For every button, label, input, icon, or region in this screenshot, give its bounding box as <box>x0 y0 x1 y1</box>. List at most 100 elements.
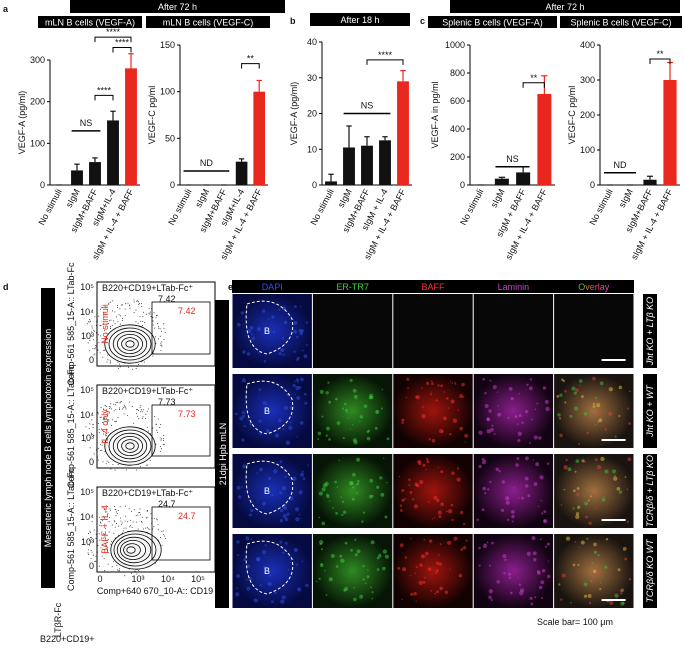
flow-y-tick: 10⁵ <box>80 282 94 292</box>
flow-dot <box>87 549 89 551</box>
speckle <box>461 382 465 387</box>
flow-dot <box>161 341 163 343</box>
flow-dot <box>112 524 114 526</box>
flow-dot <box>131 526 133 528</box>
speckle <box>359 415 364 419</box>
speckle <box>490 598 493 602</box>
flow-dot <box>124 308 126 310</box>
speckle <box>613 476 618 481</box>
flow-dot <box>103 533 105 535</box>
flow-dot <box>108 521 110 523</box>
flow-dot <box>101 444 103 446</box>
flow-dot <box>91 331 93 333</box>
flow-dot <box>107 415 109 417</box>
flow-dot <box>140 411 142 413</box>
flow-dot <box>94 353 96 355</box>
speckle <box>267 318 270 320</box>
flow-y-tick: 10⁵ <box>80 487 94 497</box>
flow-dot <box>100 522 102 524</box>
speckle <box>491 541 494 545</box>
y-tick-label: 0 <box>460 180 465 190</box>
speckle <box>518 583 522 586</box>
panel-label: a <box>3 4 9 14</box>
speckle <box>359 420 361 423</box>
flow-dot <box>97 412 99 414</box>
flow-dot <box>105 418 107 420</box>
speckle <box>427 567 432 572</box>
speckle <box>572 563 576 567</box>
flow-dot <box>98 315 100 317</box>
flow-axis-label: Comp-561 585_15-A:: LTab-Fc <box>66 262 76 385</box>
speckle <box>438 554 440 556</box>
speckle <box>317 438 319 441</box>
flow-dot <box>101 555 103 557</box>
flow-dot <box>102 520 104 522</box>
flow-y-tick: 0 <box>89 561 94 571</box>
speckle <box>507 416 510 419</box>
speckle <box>322 483 328 488</box>
flow-dot <box>117 402 119 404</box>
y-tick-label: 200 <box>580 110 595 120</box>
speckle <box>408 484 411 487</box>
speckle <box>236 485 241 490</box>
speckle <box>517 496 520 499</box>
gate <box>151 506 211 561</box>
flow-dot <box>100 525 102 527</box>
side-bar <box>41 288 55 588</box>
flow-dot <box>139 406 141 408</box>
speckle <box>370 586 372 589</box>
speckle <box>430 589 433 592</box>
speckle <box>500 508 505 513</box>
speckle <box>508 572 512 576</box>
flow-dot <box>105 433 107 435</box>
flow-dot <box>92 339 94 341</box>
flow-dot <box>152 320 154 322</box>
speckle <box>318 491 324 496</box>
row-label: Jht KO + LTβ KO <box>645 297 655 366</box>
flow-dot <box>99 325 101 327</box>
speckle <box>458 573 463 578</box>
flow-dot <box>144 418 146 420</box>
flow-dot <box>129 519 131 521</box>
speckle <box>282 551 285 554</box>
speckle <box>384 554 390 559</box>
flow-dot <box>152 427 154 429</box>
chart-title: mLN B cells (VEGF-C) <box>163 18 254 28</box>
flow-dot <box>137 514 139 516</box>
speckle <box>398 475 401 478</box>
speckle <box>335 511 338 515</box>
significance-label: **** <box>378 50 393 60</box>
flow-dot <box>140 409 142 411</box>
speckle <box>292 383 296 388</box>
flow-dot <box>96 320 98 322</box>
flow-dot <box>103 557 105 559</box>
flow-dot <box>94 345 96 347</box>
x-tick-label: sIgM <box>489 187 507 209</box>
flow-dot <box>106 511 108 513</box>
flow-dot <box>113 520 115 522</box>
flow-dot <box>113 320 115 322</box>
flow-dot <box>108 552 110 554</box>
gate-title: B220+CD19+LTab-Fc⁺ <box>102 488 193 498</box>
error-bar <box>74 163 80 171</box>
flow-dot <box>101 307 103 309</box>
speckle <box>258 396 260 398</box>
speckle <box>426 381 430 385</box>
chart-title: mLN B cells (VEGF-A) <box>45 18 135 28</box>
follicle-outline <box>245 380 294 435</box>
flow-dot <box>95 449 97 451</box>
speckle <box>484 543 486 545</box>
error-bar <box>498 176 506 179</box>
channel-label: DAPI <box>262 282 283 292</box>
flow-dot <box>155 315 157 317</box>
speckle <box>368 494 373 499</box>
flow-dot <box>117 305 119 307</box>
speckle <box>583 412 588 416</box>
speckle <box>439 586 443 591</box>
speckle <box>459 394 464 399</box>
speckle <box>263 489 267 492</box>
flow-dot <box>96 524 98 526</box>
speckle <box>524 456 529 461</box>
flow-dot <box>155 423 157 425</box>
speckle <box>478 564 481 567</box>
